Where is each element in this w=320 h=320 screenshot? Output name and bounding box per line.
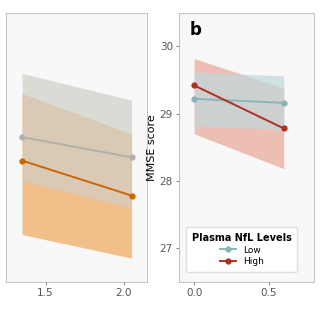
Legend: Low, High: Low, High xyxy=(187,228,297,272)
Y-axis label: MMSE score: MMSE score xyxy=(147,114,157,180)
Text: b: b xyxy=(190,21,202,39)
